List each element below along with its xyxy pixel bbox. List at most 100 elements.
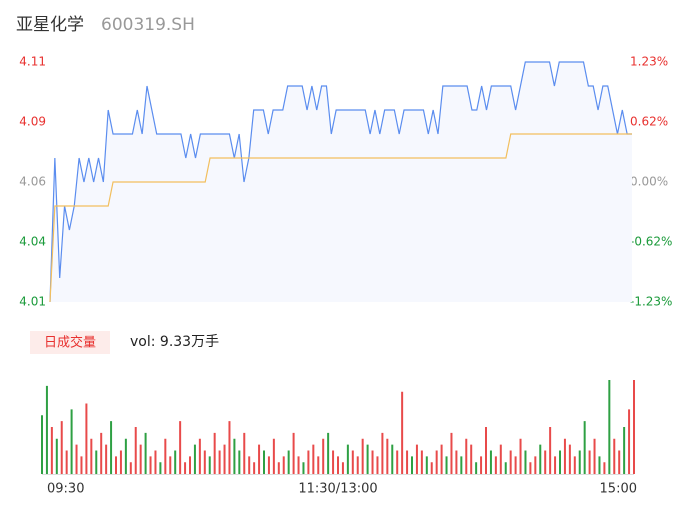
volume-bar: [633, 380, 635, 474]
y-tick-label: 4.04: [19, 235, 46, 249]
volume-label: 日成交量: [44, 335, 96, 351]
volume-bar: [272, 438, 275, 474]
volume-bar: [341, 462, 344, 474]
volume-badge: [30, 331, 110, 354]
volume-bar: [258, 444, 261, 474]
volume-bar: [41, 415, 43, 474]
volume-bar: [184, 462, 187, 474]
volume-bar: [559, 450, 561, 474]
volume-bar: [164, 438, 167, 474]
volume-bar: [337, 456, 339, 474]
volume-bar: [475, 462, 478, 474]
volume-bar: [238, 450, 241, 474]
volume-bar: [396, 450, 399, 474]
y2-tick-label: 0.00%: [630, 175, 668, 189]
volume-bar: [95, 450, 98, 474]
volume-bar: [489, 450, 492, 474]
volume-bar: [105, 444, 108, 474]
volume-bar: [248, 456, 251, 474]
volume-bar: [60, 421, 63, 474]
volume-bar: [519, 438, 522, 474]
volume-bar: [608, 380, 611, 474]
volume-bar: [243, 432, 246, 474]
volume-bar: [554, 456, 557, 474]
volume-bar: [509, 450, 512, 474]
volume-bar: [233, 438, 236, 474]
volume-total: vol: 9.33万手: [130, 334, 219, 350]
volume-bar: [179, 421, 182, 474]
volume-bar: [169, 456, 172, 474]
volume-bar: [75, 444, 78, 474]
volume-panel: 09:30 11:30/13:00 15:00: [41, 380, 637, 497]
volume-bar: [267, 456, 270, 474]
volume-bar: [307, 450, 310, 474]
volume-bar: [529, 462, 532, 474]
volume-bar: [50, 427, 53, 474]
volume-bar: [524, 450, 527, 474]
volume-bar: [376, 456, 379, 474]
volume-bar: [386, 438, 389, 474]
volume-bar: [139, 444, 142, 474]
volume-bar: [263, 450, 265, 474]
volume-bar: [381, 432, 384, 474]
volume-bar: [356, 456, 359, 474]
volume-bar: [287, 450, 290, 474]
volume-bar: [435, 450, 438, 474]
volume-bar: [282, 456, 285, 474]
volume-bar: [213, 432, 216, 474]
volume-bar: [401, 391, 404, 474]
volume-bar: [124, 438, 127, 474]
volume-bar: [203, 450, 206, 474]
volume-bar: [465, 438, 468, 474]
volume-bar: [292, 432, 295, 474]
price-panel: 1.23% 4.11 0.62% 4.09 0.00% 4.06 -0.62% 4.04 -1.…: [19, 55, 672, 309]
average-line: [49, 133, 632, 303]
volume-bar: [534, 456, 537, 474]
volume-bar: [80, 456, 83, 474]
volume-bar: [470, 444, 473, 474]
volume-bar: [539, 444, 542, 474]
volume-bar: [623, 427, 626, 474]
volume-bar: [549, 427, 552, 474]
volume-bar: [302, 462, 305, 474]
price-line: [49, 61, 632, 303]
volume-bar: [129, 462, 132, 474]
volume-bar: [563, 438, 566, 474]
volume-bar: [327, 432, 330, 474]
volume-bar: [494, 456, 497, 474]
price-area: [50, 62, 632, 302]
y2-tick-label: 1.23%: [630, 55, 668, 69]
volume-bar: [598, 456, 601, 474]
x-tick-label: 11:30/13:00: [298, 482, 377, 497]
volume-bar: [415, 444, 418, 474]
volume-bar: [119, 450, 122, 474]
y-tick-label: 4.01: [19, 295, 46, 309]
y2-tick-label: 0.62%: [630, 115, 668, 129]
volume-bar: [100, 432, 103, 474]
volume-bar: [312, 444, 315, 474]
volume-bar: [85, 403, 88, 474]
volume-bar: [198, 438, 201, 474]
volume-bar: [70, 409, 73, 474]
y2-tick-label: -0.62%: [630, 235, 672, 249]
volume-bar: [618, 450, 621, 474]
volume-bar: [411, 456, 413, 474]
volume-bar: [430, 462, 433, 474]
volume-bar: [480, 456, 483, 474]
chart-title: 亚星化学: [16, 15, 84, 35]
y2-tick-label: -1.23%: [630, 295, 672, 309]
chart-subtitle: 600319.SH: [101, 15, 195, 35]
volume-bar: [499, 444, 502, 474]
volume-bar: [218, 450, 221, 474]
y-tick-label: 4.09: [19, 115, 46, 129]
volume-bar: [208, 456, 211, 474]
x-tick-label: 09:30: [47, 482, 84, 497]
volume-bar: [603, 462, 606, 474]
volume-bar: [445, 456, 448, 474]
volume-bar: [573, 456, 576, 474]
volume-bar: [277, 462, 280, 474]
volume-bar: [366, 444, 369, 474]
volume-bar: [406, 450, 409, 474]
volume-bar: [420, 450, 423, 474]
